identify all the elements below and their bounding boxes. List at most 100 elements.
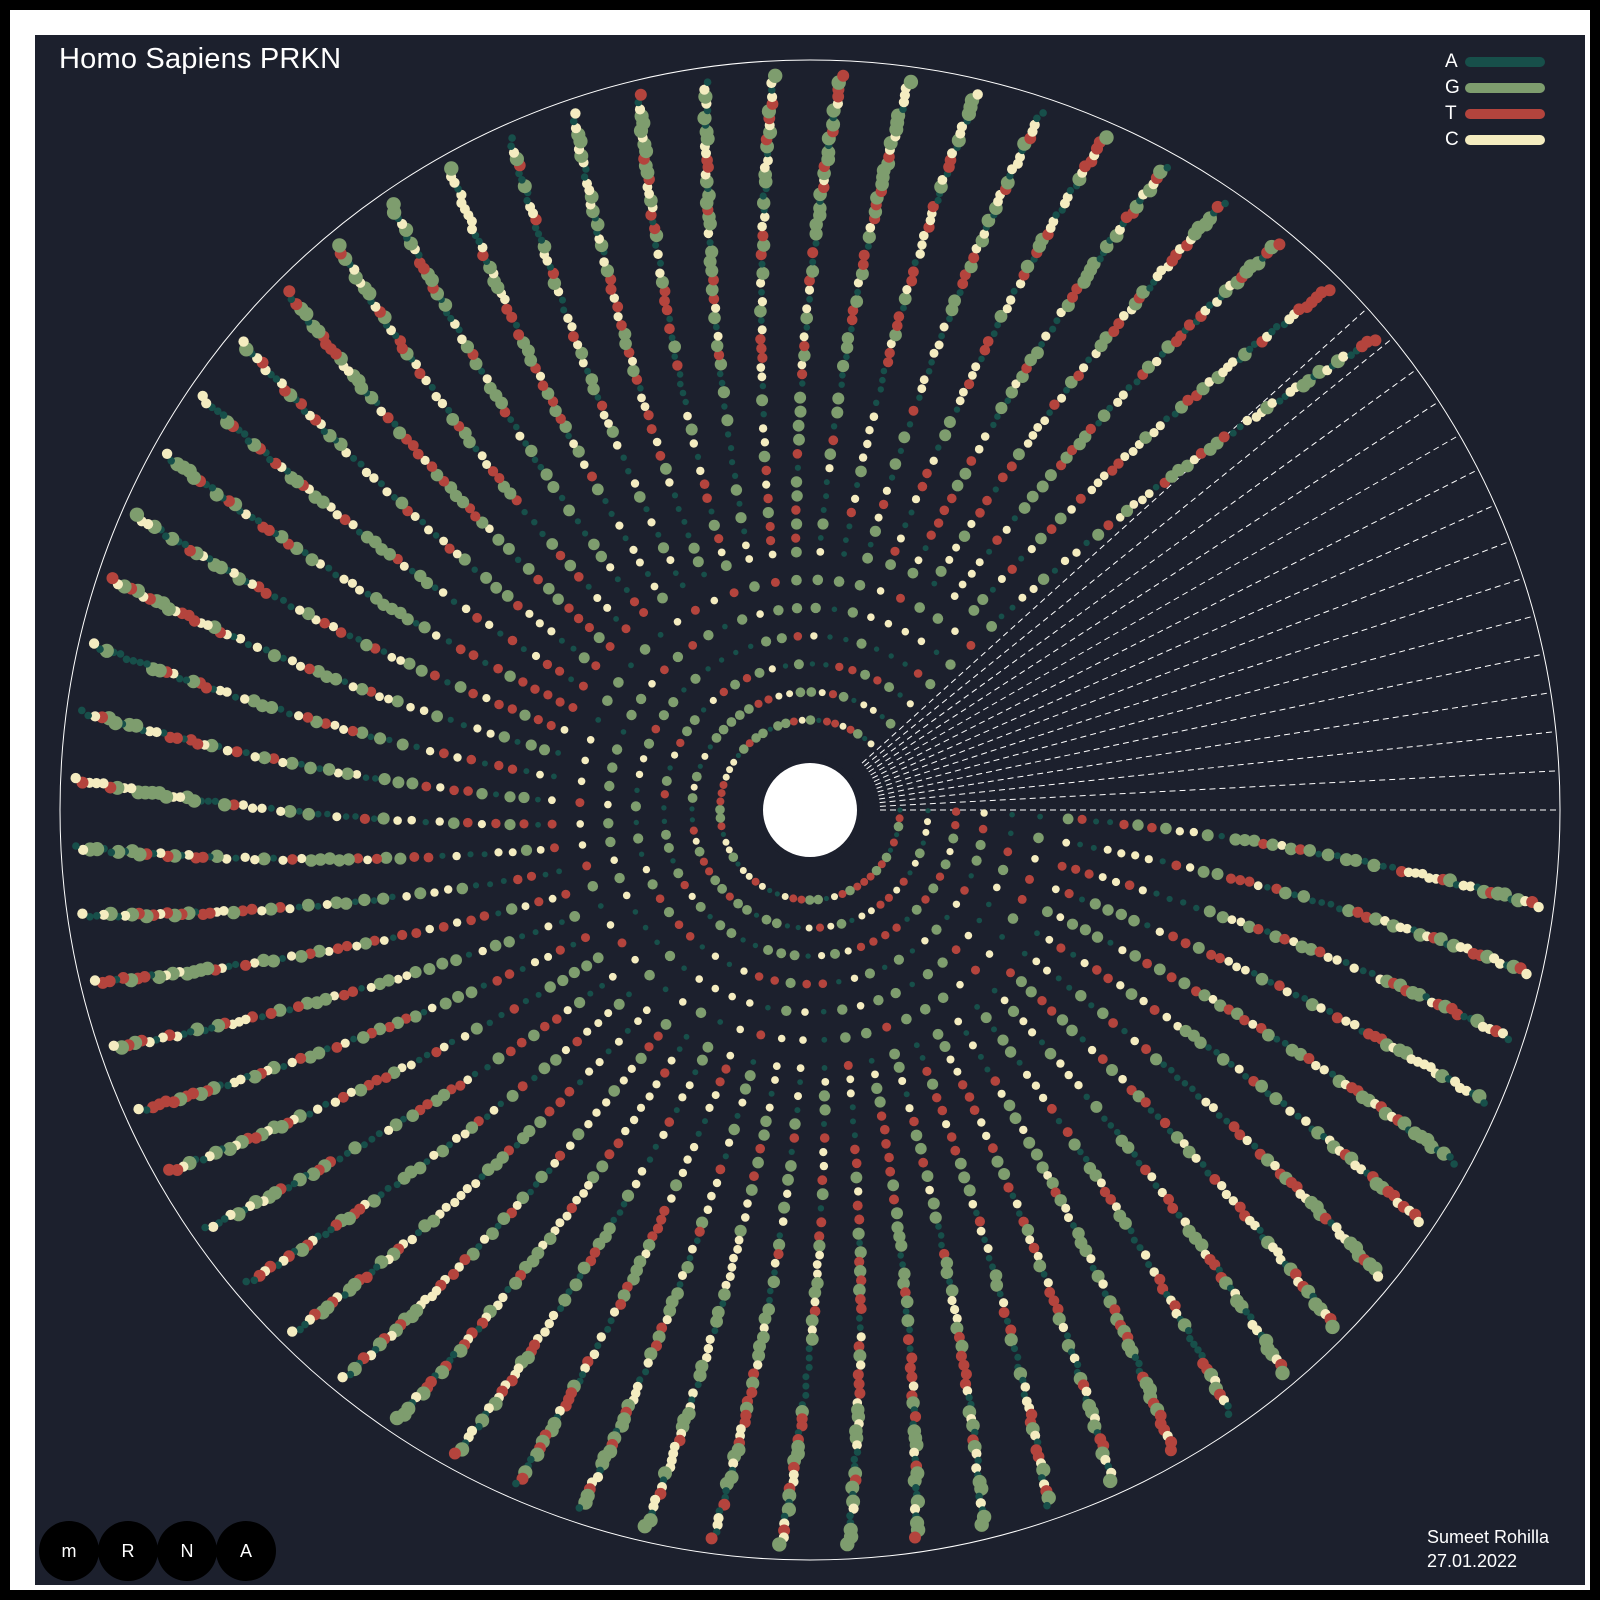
nucleotide-dot-g	[691, 771, 702, 782]
nucleotide-dot-a	[232, 854, 240, 862]
nucleotide-dot-a	[817, 535, 824, 541]
nucleotide-dot-c	[819, 1161, 829, 1171]
nucleotide-dot-g	[1103, 1473, 1118, 1489]
nucleotide-dot-t	[197, 908, 209, 921]
nucleotide-dot-a	[1135, 1359, 1143, 1368]
nucleotide-dot-t	[755, 249, 767, 261]
nucleotide-dot-c	[818, 689, 826, 697]
nucleotide-dot-a	[620, 729, 627, 735]
nucleotide-dot-a	[806, 295, 813, 303]
nucleotide-dot-t	[742, 674, 752, 683]
nucleotide-dot-a	[375, 1130, 383, 1138]
nucleotide-dot-g	[685, 423, 698, 436]
nucleotide-dot-a	[1168, 1066, 1175, 1074]
nucleotide-dot-g	[517, 1132, 530, 1145]
nucleotide-dot-t	[816, 1217, 827, 1228]
nucleotide-dot-c	[427, 1003, 437, 1013]
nucleotide-dot-a	[362, 774, 370, 781]
nucleotide-dot-a	[323, 1045, 331, 1053]
nucleotide-dot-c	[1228, 1196, 1239, 1206]
nucleotide-dot-t	[573, 613, 584, 624]
nucleotide-dot-c	[333, 768, 343, 778]
nucleotide-dot-c	[451, 1133, 461, 1143]
nucleotide-dot-c	[1465, 881, 1476, 892]
nucleotide-dot-a	[766, 1296, 773, 1304]
nucleotide-dot-g	[939, 1041, 951, 1052]
nucleotide-dot-c	[1118, 1074, 1127, 1084]
nucleotide-dot-g	[577, 1261, 591, 1275]
nucleotide-dot-a	[84, 711, 92, 720]
nucleotide-dot-a	[1004, 397, 1012, 405]
nucleotide-dot-g	[817, 518, 829, 530]
nucleotide-dot-g	[452, 990, 465, 1003]
nucleotide-dot-a	[1267, 979, 1275, 986]
nucleotide-dot-t	[555, 1097, 566, 1108]
nucleotide-dot-g	[506, 903, 518, 915]
nucleotide-dot-a	[444, 679, 451, 686]
nucleotide-dot-c	[1413, 1216, 1424, 1228]
nucleotide-dot-c	[799, 332, 809, 342]
nucleotide-dot-t	[906, 1352, 918, 1364]
nucleotide-dot-t	[906, 1371, 918, 1383]
nucleotide-dot-c	[424, 525, 433, 535]
nucleotide-dot-a	[448, 1038, 456, 1046]
nucleotide-dot-a	[357, 460, 365, 468]
nucleotide-dot-a	[636, 1376, 644, 1384]
nucleotide-dot-t	[992, 535, 1002, 545]
nucleotide-dot-g	[575, 346, 589, 360]
nucleotide-dot-a	[1301, 995, 1309, 1002]
nucleotide-dot-a	[809, 661, 816, 667]
nucleotide-dot-t	[797, 895, 806, 904]
nucleotide-dot-c	[962, 1386, 973, 1396]
nucleotide-dot-c	[876, 587, 885, 595]
nucleotide-dot-t	[792, 449, 803, 459]
nucleotide-dot-a	[580, 173, 589, 181]
nucleotide-dot-a	[642, 924, 649, 931]
nucleotide-dot-a	[655, 531, 662, 538]
nucleotide-dot-a	[1037, 813, 1043, 820]
nucleotide-dot-c	[548, 796, 556, 805]
nucleotide-dot-t	[572, 1036, 582, 1047]
nucleotide-dot-c	[818, 952, 826, 960]
nucleotide-dot-c	[1080, 959, 1089, 968]
nucleotide-dot-a	[716, 370, 724, 378]
nucleotide-dot-c	[1030, 1430, 1041, 1441]
nucleotide-dot-g	[856, 638, 867, 649]
nucleotide-dot-t	[1271, 883, 1282, 894]
nucleotide-dot-t	[1303, 1053, 1315, 1064]
nucleotide-dot-a	[706, 239, 714, 247]
nucleotide-dot-t	[1169, 1300, 1181, 1312]
nucleotide-dot-t	[745, 739, 754, 748]
nucleotide-dot-a	[1175, 1211, 1183, 1219]
nucleotide-dot-c	[702, 1353, 712, 1363]
nucleotide-dot-g	[450, 954, 462, 967]
nucleotide-dot-a	[986, 548, 993, 555]
nucleotide-dot-t	[370, 643, 381, 654]
nucleotide-dot-t	[184, 544, 196, 557]
nucleotide-dot-a	[1206, 301, 1214, 309]
nucleotide-dot-g	[761, 914, 772, 925]
nucleotide-dot-c	[584, 1120, 593, 1129]
nucleotide-dot-t	[847, 305, 859, 316]
nucleotide-dot-t	[1044, 1287, 1056, 1298]
nucleotide-dot-c	[1043, 1278, 1053, 1288]
nucleotide-dot-g	[305, 553, 319, 567]
nucleotide-dot-g	[711, 339, 724, 353]
nucleotide-dot-g	[418, 621, 431, 634]
nucleotide-dot-g	[893, 954, 905, 965]
nucleotide-dot-g	[652, 1330, 666, 1344]
nucleotide-dot-c	[852, 1440, 862, 1450]
nucleotide-dot-a	[670, 858, 676, 864]
nucleotide-dot-t	[552, 1014, 562, 1024]
nucleotide-dot-g	[1141, 360, 1155, 374]
nucleotide-dot-t	[756, 343, 767, 354]
nucleotide-dot-a	[887, 847, 894, 853]
nucleotide-dot-t	[655, 894, 665, 903]
nucleotide-dot-g	[1269, 930, 1282, 943]
nucleotide-dot-g	[790, 476, 803, 488]
nucleotide-dot-c	[586, 736, 595, 744]
nucleotide-dot-a	[1281, 1039, 1289, 1047]
nucleotide-dot-g	[714, 358, 728, 371]
nucleotide-dot-t	[319, 617, 331, 629]
nucleotide-dot-t	[755, 1143, 765, 1154]
